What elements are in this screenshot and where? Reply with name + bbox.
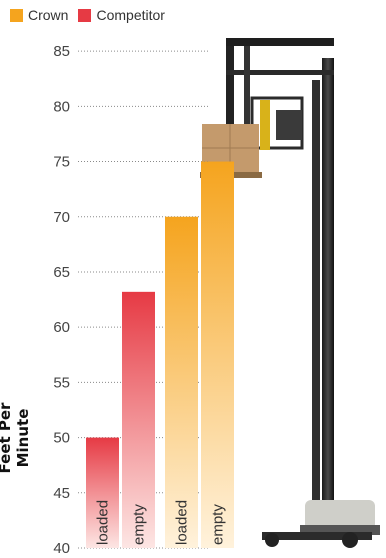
- bar-competitor-empty: [122, 291, 155, 548]
- category-label: loaded: [95, 500, 112, 545]
- reach-truck-illustration: [226, 38, 380, 548]
- bar-crown-empty: [201, 161, 234, 548]
- y-axis-label: Feet Per Minute: [0, 402, 32, 474]
- y-tick-label: 80: [53, 98, 70, 115]
- y-tick-label: 40: [53, 540, 70, 557]
- legend: Crown Competitor: [10, 7, 175, 23]
- bar-crown-loaded: [165, 216, 198, 548]
- legend-swatch-crown: [10, 8, 23, 22]
- y-tick-label: 45: [53, 485, 70, 502]
- legend-item-crown: Crown: [10, 7, 68, 23]
- y-tick-label: 60: [53, 319, 70, 336]
- y-tick-label: 65: [53, 264, 70, 281]
- legend-label-competitor: Competitor: [96, 7, 165, 23]
- bar-competitor-loaded: [86, 437, 119, 548]
- y-tick-label: 55: [53, 374, 70, 391]
- legend-label-crown: Crown: [28, 7, 69, 23]
- category-label: loaded: [174, 500, 191, 545]
- y-tick-label: 50: [53, 430, 70, 447]
- legend-item-competitor: Competitor: [78, 7, 165, 23]
- legend-swatch-competitor: [78, 8, 92, 22]
- category-label: empty: [210, 504, 227, 545]
- y-tick-label: 85: [53, 43, 70, 60]
- y-tick-label: 75: [53, 154, 70, 171]
- category-label: empty: [131, 504, 148, 545]
- y-tick-label: 70: [53, 209, 70, 226]
